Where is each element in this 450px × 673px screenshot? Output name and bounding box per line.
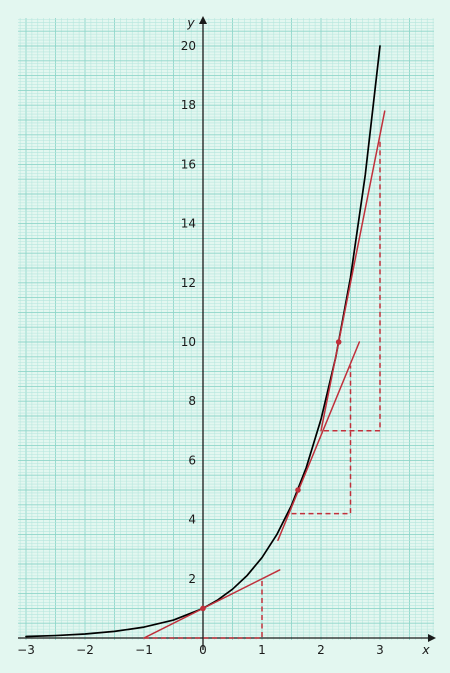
y-tick-label: 6 [188, 453, 196, 467]
tangent-point-1 [200, 605, 206, 612]
y-tick-label: 12 [181, 276, 196, 290]
y-tick-label: 4 [188, 513, 196, 527]
x-tick-label: 3 [376, 643, 384, 657]
tangent-points [200, 339, 342, 612]
x-tick-label: 2 [317, 643, 325, 657]
gradient-triangle-2 [291, 365, 352, 515]
y-tick-label: 16 [181, 157, 196, 171]
y-tick-label: 2 [188, 572, 196, 586]
y-tick-label: 10 [181, 335, 196, 349]
tangent-line-1 [143, 569, 281, 639]
gradient-triangles [144, 140, 381, 639]
x-tick-label: 0 [199, 643, 207, 657]
tangent-line-3 [320, 110, 386, 432]
x-tick-label: −3 [17, 643, 35, 657]
y-axis-arrow [199, 16, 207, 24]
y-tick-label: 18 [181, 98, 196, 112]
tangent-point-2 [295, 487, 301, 493]
gradient-triangle-3 [323, 140, 381, 432]
x-axis-arrow [428, 634, 436, 642]
tangent-line-2 [277, 341, 361, 542]
series-lines [25, 45, 386, 639]
x-tick-label: −2 [76, 643, 94, 657]
y-axis-label: y [186, 15, 195, 30]
y-tick-label: 8 [188, 394, 196, 408]
y-tick-label: 20 [181, 39, 196, 53]
x-tick-label: −1 [135, 643, 153, 657]
tangent-point-3 [335, 339, 342, 345]
gradient-triangle-1 [144, 578, 263, 639]
x-axis-label: x [421, 642, 430, 657]
y-tick-label: 14 [181, 217, 196, 231]
grid [18, 18, 434, 640]
x-tick-label: 1 [258, 643, 266, 657]
